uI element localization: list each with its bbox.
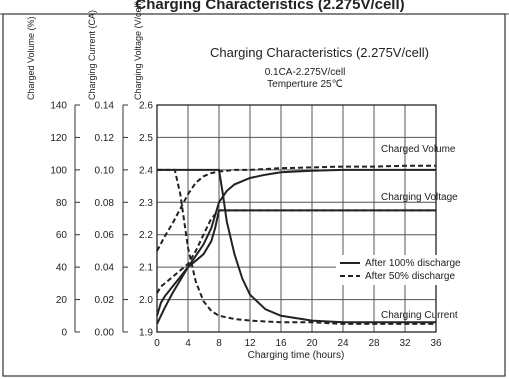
x-tick-label: 16 [275, 338, 287, 349]
x-tick-label: 32 [399, 338, 411, 349]
x-axis-title: Charging time (hours) [248, 350, 345, 361]
plot-area-border [156, 104, 437, 333]
chart-subtitle-temperature: Temperture 25℃ [267, 79, 343, 90]
x-tick-label: 20 [306, 338, 318, 349]
y-tick-label: 0 [61, 328, 67, 339]
chart-subtitle-conditions: 0.1CA-2.275V/cell [265, 67, 346, 78]
header-fragment: Charging Characteristics (2.275V/cell) [135, 0, 404, 13]
y-tick-label: 0.10 [95, 165, 115, 176]
grid-layer [156, 104, 437, 333]
series-line-charged-volume-solid [156, 168, 436, 325]
y-tick-label: 120 [50, 133, 67, 144]
y-tick-label: 1.9 [139, 328, 153, 339]
x-tick-label: 8 [216, 338, 222, 349]
x-tick-label: 4 [185, 338, 191, 349]
y-tick-label: 20 [56, 295, 68, 306]
x-tick-label: 24 [337, 338, 349, 349]
axis-title-charging-current: Charging Current (CA) [87, 10, 97, 100]
y-tick-label: 2.5 [139, 133, 153, 144]
series-line-charging-voltage-dashed [156, 209, 436, 294]
curve-label-charging-voltage: Charging Voltage [381, 192, 458, 203]
y-tick-label: 40 [56, 263, 68, 274]
axes-layer: 0 4 8 12 16 20 24 28 32 36 0 20 40 60 80 100 120 140 0.00 0… [50, 101, 442, 350]
y-tick-label: 2.2 [139, 230, 153, 241]
y-tick-label: 2.6 [139, 101, 153, 112]
axis-title-charged-volume: Charged Volume (%) [26, 16, 36, 100]
y-tick-label: 0.12 [95, 133, 115, 144]
x-tick-label: 12 [244, 338, 256, 349]
y-tick-label: 2.1 [139, 263, 153, 274]
axis-title-charging-voltage: Charging Voltage (V/cell) [133, 0, 143, 100]
y-tick-label: 80 [56, 198, 68, 209]
y-tick-label: 0.06 [95, 230, 115, 241]
legend-label-100: After 100% discharge [365, 258, 461, 269]
x-tick-label: 36 [430, 338, 442, 349]
curve-label-charged-volume: Charged Volume [381, 144, 456, 155]
y-tick-label: 2.0 [139, 295, 153, 306]
y-tick-label: 60 [56, 230, 68, 241]
series-line-charging-voltage-solid [156, 209, 436, 317]
series-line-charging-current-dashed [157, 168, 436, 325]
y-tick-label: 140 [50, 101, 67, 112]
x-tick-label: 28 [368, 338, 380, 349]
y-tick-label: 100 [50, 165, 67, 176]
x-tick-label: 0 [154, 338, 160, 349]
series-layer [156, 164, 436, 325]
y-tick-label: 2.4 [139, 165, 153, 176]
curve-label-charging-current: Charging Current [381, 310, 458, 321]
chart-frame [2, 13, 506, 377]
legend: After 100% discharge After 50% discharge [336, 255, 484, 285]
y-tick-label: 0.00 [95, 328, 115, 339]
y-tick-label: 2.3 [139, 198, 153, 209]
legend-background [336, 255, 484, 285]
y-tick-label: 0.04 [95, 263, 115, 274]
chart-title: Charging Characteristics (2.275V/cell) [210, 45, 429, 60]
y-tick-label: 0.14 [95, 101, 115, 112]
y-tick-label: 0.02 [95, 295, 115, 306]
y-tick-label: 0.08 [95, 198, 115, 209]
series-line-charging-current-solid [157, 168, 436, 324]
series-line-charged-volume-dashed [156, 164, 436, 252]
legend-label-50: After 50% discharge [365, 271, 455, 282]
